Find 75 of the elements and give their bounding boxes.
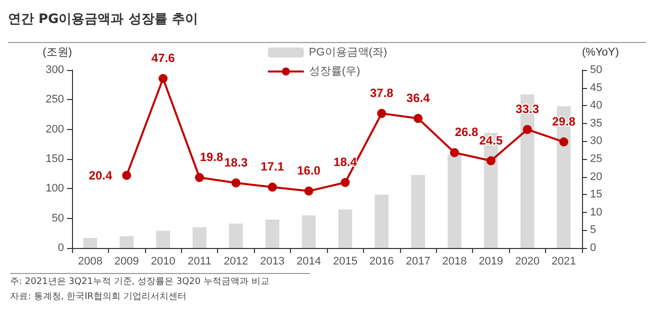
x-tick-label: 2013 xyxy=(260,256,285,268)
y2-tick-label: 15 xyxy=(590,188,602,201)
y2-tick-label: 50 xyxy=(590,64,602,76)
y-tick-label: 100 xyxy=(46,182,64,195)
y-tick-label: 200 xyxy=(46,123,64,136)
y-tick-label: 150 xyxy=(46,153,64,165)
y2-tick-label: 25 xyxy=(590,153,602,165)
data-label: 17.1 xyxy=(260,160,284,174)
x-tick-label: 2019 xyxy=(478,256,504,268)
bar xyxy=(374,194,389,248)
x-tick-label: 2008 xyxy=(78,256,102,268)
y2-tick-label: 30 xyxy=(590,135,602,148)
data-label: 18.3 xyxy=(224,155,248,170)
y2-axis-title: (%YoY) xyxy=(582,46,619,58)
x-tick-label: 2015 xyxy=(332,256,358,268)
data-label: 24.5 xyxy=(479,133,503,148)
bar xyxy=(411,175,425,248)
text: 주: 2021년은 3Q21누적 기준, 성장률은 3Q20 누적금액과 비교 xyxy=(10,276,270,289)
y-tick-label: 0 xyxy=(58,242,64,254)
y-tick-label: 300 xyxy=(46,64,64,76)
bar xyxy=(338,209,352,248)
y-tick-label: 250 xyxy=(46,94,64,106)
data-label: 26.8 xyxy=(454,125,478,140)
data-label: 47.6 xyxy=(151,51,176,66)
point xyxy=(450,148,459,158)
point xyxy=(559,137,568,146)
x-tick-label: 2011 xyxy=(188,256,212,268)
x-tick-label: 2012 xyxy=(224,256,248,268)
y2-tick-label: 20 xyxy=(590,170,602,183)
point xyxy=(231,178,240,188)
legend-label: PG이용금액(좌) xyxy=(308,46,388,58)
chart-title: 연간 PG이용금액과 성장률 추이 xyxy=(8,11,198,28)
bar xyxy=(156,230,170,248)
point xyxy=(122,170,132,180)
point xyxy=(158,74,168,84)
data-label: 37.8 xyxy=(370,86,394,100)
data-label: 29.8 xyxy=(552,114,576,128)
bar xyxy=(120,236,134,248)
data-label: 36.4 xyxy=(406,90,430,105)
x-tick-label: 2021 xyxy=(552,256,576,268)
point xyxy=(268,182,277,192)
x-tick-label: 2009 xyxy=(114,256,139,268)
x-tick-label: 2014 xyxy=(296,256,322,268)
x-tick-label: 2018 xyxy=(442,256,467,268)
y2-tick-label: 0 xyxy=(590,242,596,254)
x-tick-label: 2017 xyxy=(406,256,430,268)
data-label: 16.0 xyxy=(297,164,321,178)
bar xyxy=(192,227,206,248)
y2-tick-label: 5 xyxy=(590,224,596,236)
point xyxy=(414,114,423,123)
y2-tick-label: 35 xyxy=(590,117,602,130)
point xyxy=(522,124,532,134)
x-tick-label: 2010 xyxy=(150,256,176,268)
point xyxy=(340,178,350,187)
y2-tick-label: 45 xyxy=(590,82,602,94)
bar xyxy=(83,238,98,248)
point xyxy=(377,108,386,118)
data-label: 19.8 xyxy=(200,150,224,164)
x-tick-label: 2020 xyxy=(515,256,540,268)
bar xyxy=(229,224,243,248)
bar xyxy=(265,220,280,248)
y2-tick-label: 10 xyxy=(590,206,602,218)
bar xyxy=(448,154,462,248)
point xyxy=(304,186,314,196)
y2-tick-label: 40 xyxy=(590,100,602,112)
data-label: 20.4 xyxy=(88,168,112,182)
y-tick-label: 50 xyxy=(52,212,64,224)
x-tick-label: 2016 xyxy=(369,256,394,268)
data-label: 33.3 xyxy=(516,102,540,116)
point xyxy=(486,156,496,166)
legend-label: 성장률(우) xyxy=(308,66,360,78)
y-axis-title: (조원) xyxy=(42,46,72,58)
bar xyxy=(302,215,316,248)
text: 자료: 통계청, 한국IR협의회 기업리서치센터 xyxy=(10,291,188,304)
point xyxy=(195,173,204,182)
